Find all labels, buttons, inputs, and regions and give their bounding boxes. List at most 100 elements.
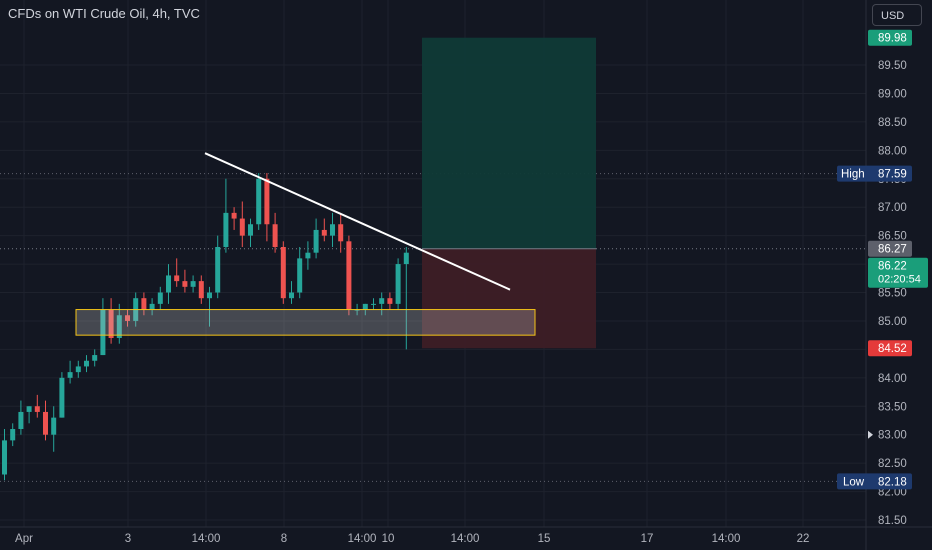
candle-body [51, 417, 57, 435]
stop-price-label: 84.52 [878, 343, 907, 355]
y-tick-label: 86.50 [878, 231, 907, 243]
y-tick-label: 88.00 [878, 145, 907, 157]
candle [239, 201, 245, 247]
candle-body [305, 252, 311, 259]
candle [264, 173, 270, 242]
candle [338, 212, 344, 253]
high-label: High [841, 169, 865, 181]
candle-body [248, 224, 253, 236]
candle-body [272, 224, 278, 247]
candle-body [149, 303, 155, 310]
x-tick-label: 22 [797, 533, 810, 545]
candle [280, 241, 286, 304]
candle [92, 349, 98, 367]
candle-body [264, 178, 270, 225]
stop-zone [422, 248, 596, 349]
candle [157, 286, 163, 310]
candle [149, 298, 155, 316]
candle [18, 400, 24, 435]
x-tick-label: 8 [281, 533, 287, 545]
candle [67, 360, 73, 384]
candle-body [182, 281, 188, 287]
candle [403, 247, 409, 350]
x-tick-label: 14:00 [192, 533, 221, 545]
candle-body [26, 406, 32, 412]
candle [198, 275, 204, 304]
candle [59, 372, 65, 418]
candle [346, 235, 352, 316]
x-tick-label: 15 [538, 533, 551, 545]
current-price-bg [868, 257, 928, 288]
candle [141, 292, 147, 316]
chart-overlays [75, 152, 536, 336]
candle-body [379, 298, 385, 304]
candle [223, 178, 229, 253]
candle [207, 286, 212, 327]
candle-body [280, 247, 286, 299]
candle [43, 400, 48, 441]
candle-body [125, 315, 130, 321]
candle-body [362, 303, 368, 310]
support-zone [75, 309, 536, 336]
candle-body [330, 224, 335, 236]
candle [108, 298, 114, 344]
target-price-label: 89.98 [878, 33, 907, 45]
candle-body [108, 309, 114, 338]
candle-body [116, 315, 122, 338]
candle [215, 235, 221, 299]
candle [395, 258, 401, 310]
candle [321, 218, 327, 242]
low-label-bg [837, 473, 912, 490]
candle-body [223, 212, 229, 247]
time-axis[interactable]: Apr 3 14:00 8 14:00 10 14:00 15 17 14:00 22 [0, 526, 932, 545]
y-tick-label: 85.50 [878, 288, 907, 300]
candle [387, 292, 393, 310]
high-price-label: 87.59 [878, 169, 907, 181]
y-tick-label: 89.50 [878, 60, 907, 72]
candle-body [313, 229, 319, 253]
y-tick-label: 83.00 [878, 430, 907, 442]
candle-body [10, 429, 16, 441]
candle [26, 406, 32, 424]
candle-body [2, 440, 7, 475]
candle [371, 298, 376, 310]
stop-price-label-bg [868, 340, 912, 357]
chart-title: CFDs on WTI Crude Oil, 4h, TVC [8, 6, 200, 21]
candle [305, 241, 311, 270]
candle [190, 275, 196, 293]
y-tick-label: 83.50 [878, 401, 907, 413]
candle [75, 360, 81, 378]
y-tick-label: 87.00 [878, 202, 907, 214]
candlestick-series [2, 173, 409, 481]
currency-button[interactable]: USD [872, 4, 922, 26]
position-zones [422, 37, 596, 349]
candle [125, 309, 130, 327]
candle-body [34, 406, 40, 412]
candle [297, 247, 303, 299]
x-tick-label: Apr [15, 533, 33, 545]
price-axis[interactable]: 81.5082.0082.5083.0083.5084.0084.5085.00… [865, 0, 907, 550]
candle-body [59, 377, 65, 418]
low-label: Low [843, 476, 865, 488]
y-tick-label: 85.00 [878, 316, 907, 328]
candle-body [371, 303, 376, 305]
candle-body [67, 372, 73, 378]
candle [116, 303, 122, 344]
y-tick-label: 82.00 [878, 487, 907, 499]
candle [166, 264, 171, 304]
x-tick-label: 14:00 [712, 533, 741, 545]
candle [231, 207, 237, 230]
y-tick-label: 81.50 [878, 515, 907, 527]
candle-body [43, 411, 48, 435]
last-price-bg [868, 240, 912, 257]
candle-body [395, 264, 401, 304]
candle [84, 355, 89, 373]
y-tick-label: 88.50 [878, 117, 907, 129]
low-price-label: 82.18 [878, 476, 907, 488]
candle-body [231, 212, 237, 219]
candle [34, 394, 40, 418]
x-tick-label: 17 [641, 533, 654, 545]
candle [100, 298, 106, 356]
